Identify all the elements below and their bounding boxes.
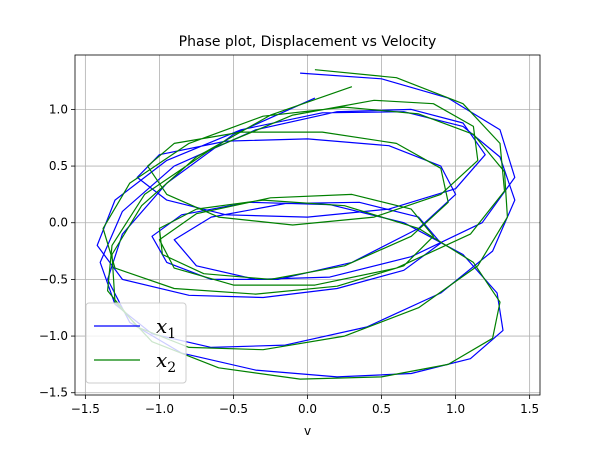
legend-label-subscript: 2	[167, 360, 176, 376]
y-tick-label: −1.0	[39, 329, 68, 343]
x-tick-label: −1.5	[71, 402, 100, 416]
x-axis-label: v	[304, 424, 311, 438]
y-tick-label: 0.0	[49, 216, 68, 230]
y-tick-label: 1.0	[49, 102, 68, 116]
x-tick-label: −0.5	[219, 402, 248, 416]
legend-box	[85, 302, 187, 384]
x-tick-label: −1.0	[145, 402, 174, 416]
chart-title: Phase plot, Displacement vs Velocity	[179, 34, 437, 50]
series-lines	[96, 69, 516, 380]
series-line-2	[102, 69, 508, 380]
x-tick-label: 0.5	[372, 402, 391, 416]
y-tick-label: −1.5	[39, 386, 68, 400]
grid-lines	[75, 55, 540, 395]
y-tick-label: −0.5	[39, 272, 68, 286]
y-tick-label: 0.5	[49, 159, 68, 173]
x-tick-label: 1.5	[520, 402, 539, 416]
legend-label-base: x	[156, 314, 167, 338]
axis-ticks: −1.5 −1.0 −0.5 0.0 0.5 1.0 1.5 −1.5 −1.0 −0.5 0.0 0…	[39, 102, 539, 416]
legend-label-subscript: 1	[167, 326, 176, 342]
legend-label-base: x	[156, 348, 167, 372]
legend-label-1: x1	[156, 314, 176, 342]
x-tick-label: 0.0	[298, 402, 317, 416]
legend-label-2: x2	[156, 348, 176, 376]
x-tick-label: 1.0	[446, 402, 465, 416]
